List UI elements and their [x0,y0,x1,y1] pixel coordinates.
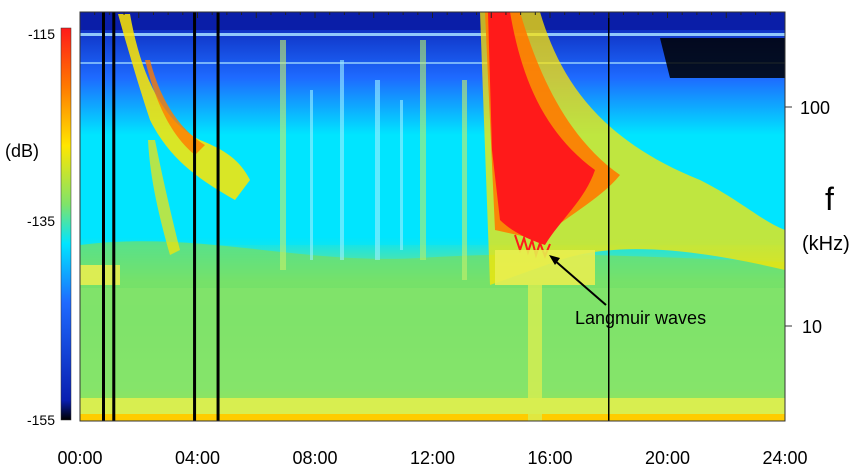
vertical-markers [102,12,610,421]
annotation-arrow-line [552,258,607,306]
x-tick-label: 12:00 [410,448,455,468]
type-iii-burst-2-core [488,12,595,245]
x-tick-label: 20:00 [645,448,690,468]
langmuir-annotation: Langmuir waves [549,255,706,328]
plot-area [80,12,785,421]
vertical-streaks [280,40,467,280]
colorbar-label: (dB) [5,141,39,161]
x-tick-label: 08:00 [292,448,337,468]
y-tick-100: 100 [800,98,830,118]
type-iii-burst-1-tail [148,140,180,255]
saturation-black-patch [660,38,785,78]
x-tick-label: 00:00 [57,448,102,468]
y-tick-10: 10 [802,317,822,337]
burst-2-lower-yellow [495,250,595,285]
x-tick-label: 16:00 [527,448,572,468]
colorbar: -115 -135 -155 (dB) [5,26,72,428]
bottom-orange-line [80,414,785,421]
colorbar-tick-top: -115 [28,26,55,42]
top-light-line-2 [80,62,785,64]
annotation-text: Langmuir waves [575,308,706,328]
top-light-line [80,33,785,36]
y-axis-label-f: f [825,181,834,217]
y-axis-right: 100 10 f (kHz) [785,98,850,337]
left-yellow-strip [80,265,120,285]
x-axis-ticks: 00:00 04:00 08:00 12:00 16:00 20:00 24:00 [57,448,807,468]
lower-green-band [80,288,785,398]
type-iii-burst-1-core [145,60,205,155]
plot-frame [79,11,786,422]
colorbar-tick-bottom: -155 [27,412,55,428]
x-tick-label: 04:00 [175,448,220,468]
burst-2-bottom-streak [528,285,542,421]
x-tick-label: 24:00 [762,448,807,468]
annotation-arrowhead [549,255,560,265]
y-axis-label-unit: (kHz) [802,233,850,255]
colorbar-gradient-bar [60,27,72,421]
colorbar-tick-mid: -135 [27,213,55,229]
